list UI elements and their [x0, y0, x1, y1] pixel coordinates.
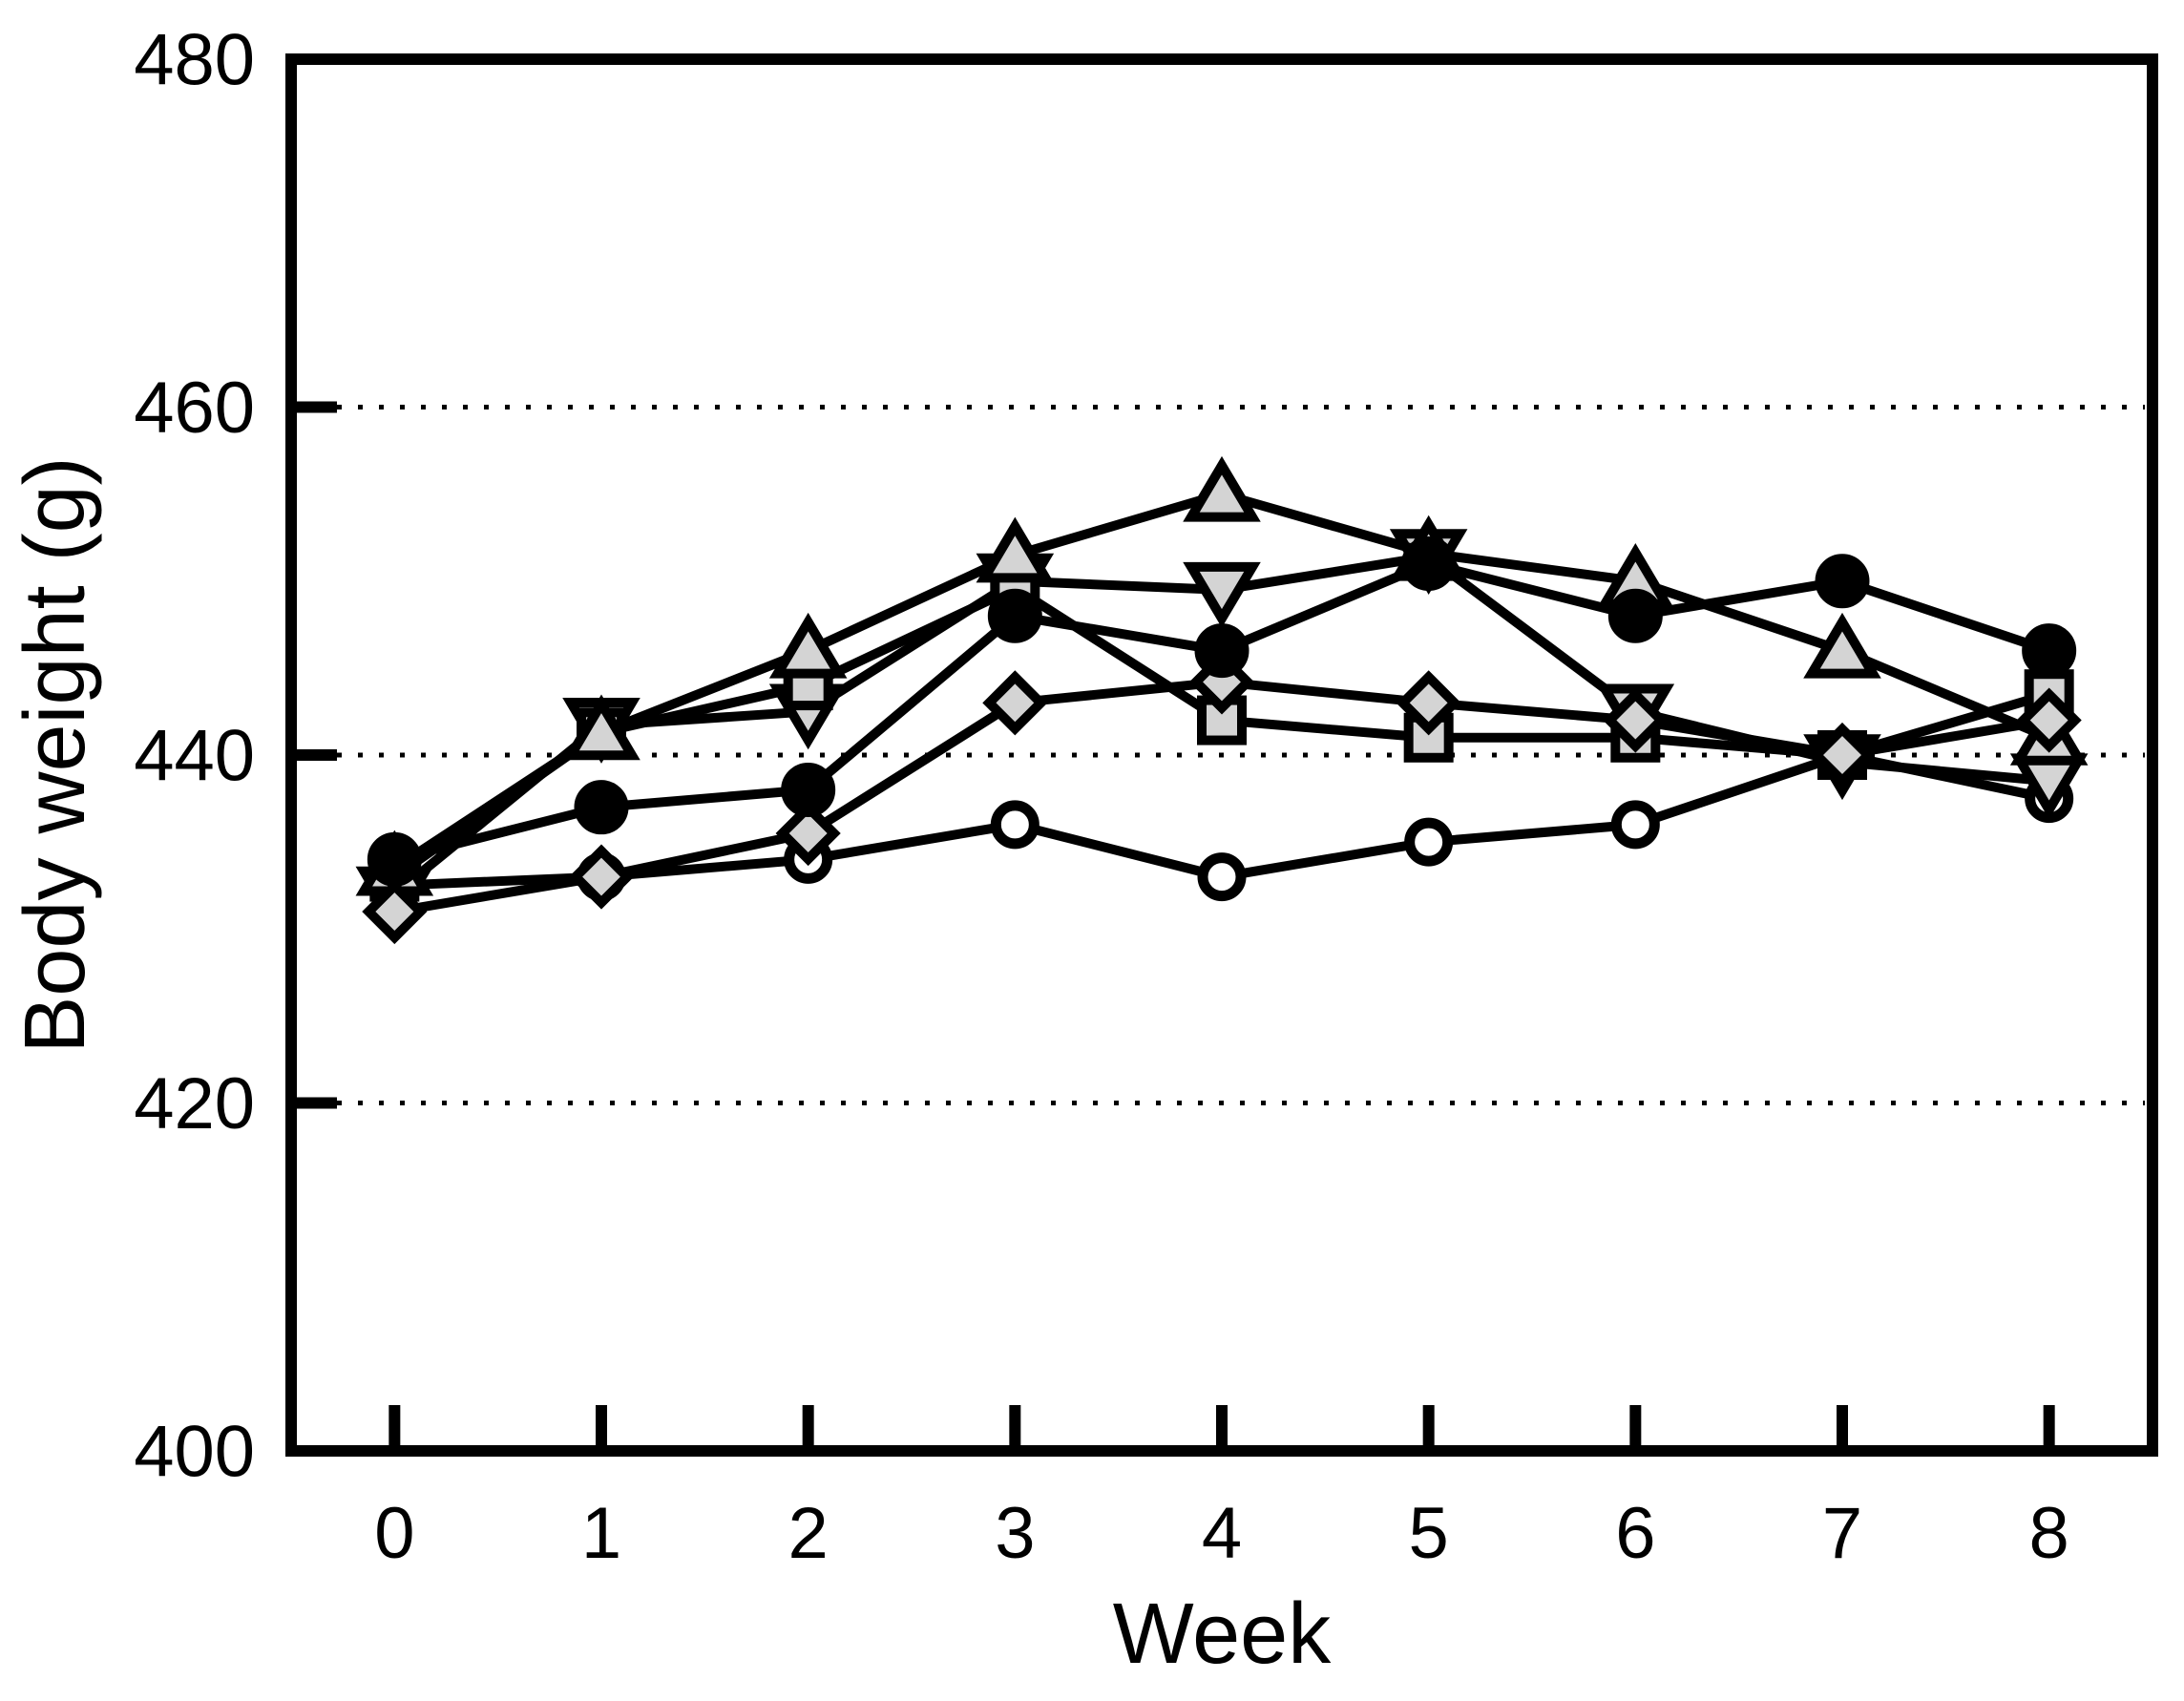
series-filled-circle	[367, 536, 2077, 887]
marker-gray-triangle-up	[976, 516, 1055, 583]
marker-gray-diamond	[362, 878, 428, 945]
x-tick-label: 8	[2029, 1493, 2069, 1574]
marker-gray-triangle-up	[1803, 612, 1881, 679]
marker-filled-circle	[367, 831, 422, 887]
marker-gray-diamond	[1603, 687, 1669, 753]
x-tick-label: 6	[1615, 1493, 1655, 1574]
marker-gray-diamond	[1396, 670, 1461, 736]
marker-filled-circle	[1607, 588, 1663, 643]
marker-filled-circle	[1401, 536, 1457, 592]
x-tick-label: 4	[1202, 1493, 1242, 1574]
y-tick-label: 440	[134, 716, 255, 797]
marker-filled-circle	[781, 762, 836, 817]
marker-gray-triangle-up	[768, 612, 848, 679]
marker-gray-diamond	[982, 670, 1048, 736]
marker-open-circle	[1404, 817, 1454, 867]
marker-filled-circle	[1194, 623, 1250, 679]
x-tick-label: 7	[1822, 1493, 1862, 1574]
x-tick-label: 1	[581, 1493, 621, 1574]
y-tick-label: 480	[134, 20, 255, 101]
marker-gray-diamond	[568, 844, 635, 910]
marker-filled-circle	[1815, 554, 1870, 609]
x-axis-title: Week	[1112, 1586, 1332, 1682]
marker-filled-circle	[2022, 623, 2077, 679]
marker-gray-triangle-up	[1183, 455, 1261, 522]
y-tick-label: 400	[134, 1412, 255, 1493]
marker-open-circle	[1610, 800, 1660, 850]
x-tick-label: 5	[1409, 1493, 1449, 1574]
x-tick-label: 0	[374, 1493, 414, 1574]
marker-gray-triangle-up	[562, 694, 640, 761]
x-tick-label: 3	[995, 1493, 1035, 1574]
y-tick-label: 420	[134, 1063, 255, 1144]
marker-open-circle	[1197, 852, 1247, 902]
y-tick-label: 460	[134, 368, 255, 449]
marker-gray-diamond	[1809, 722, 1876, 788]
marker-filled-circle	[987, 588, 1042, 643]
marker-open-circle	[990, 800, 1040, 850]
marker-gray-triangle-down	[1183, 561, 1261, 628]
plot-frame	[285, 53, 2158, 1457]
y-axis-title: Body weight (g)	[8, 456, 103, 1054]
marker-gray-square	[1403, 712, 1454, 763]
x-tick-label: 2	[788, 1493, 829, 1574]
marker-gray-diamond	[775, 800, 841, 867]
marker-gray-diamond	[2016, 687, 2082, 753]
marker-filled-circle	[574, 780, 629, 835]
